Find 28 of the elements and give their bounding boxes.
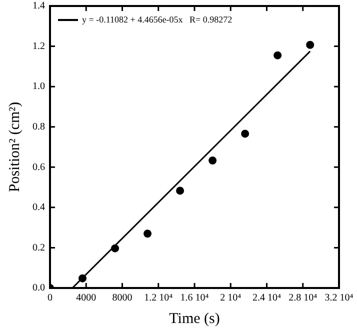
point	[78, 274, 87, 282]
y-tick-label: 1.2	[32, 40, 45, 52]
point	[208, 156, 217, 164]
x-axis-title: Time (s)	[169, 310, 220, 327]
y-tick-label: 0.6	[32, 162, 45, 173]
x-tick-label: 0	[48, 292, 52, 304]
legend-label: y = -0.11082 + 4.4656e-05x R= 0.98272	[82, 14, 232, 24]
y-tick-label: 1.0	[32, 81, 45, 92]
point	[241, 130, 250, 138]
y-tick-label: 0.8	[32, 121, 45, 132]
y-tick-label: 0.0	[32, 282, 45, 294]
x-tick-label: 1.6 10⁴	[180, 292, 210, 304]
x-tick-label: 8000	[112, 292, 132, 304]
x-tick-label: 4000	[76, 292, 96, 304]
point	[306, 40, 314, 49]
y-tick-label: 0.2	[32, 242, 45, 254]
point	[144, 230, 152, 238]
x-tick-label: 3.2 10⁴	[324, 292, 354, 304]
x-tick-label: 1.2 10⁴	[144, 292, 174, 304]
y-tick-label: 1.4	[32, 0, 45, 12]
x-tick-label: 2 10⁴	[220, 292, 242, 304]
y-axis-title: Position² (cm²)	[6, 102, 23, 192]
point	[176, 186, 184, 195]
x-tick-label: 2.4 10⁴	[252, 292, 282, 304]
y-tick-label: 0.4	[32, 202, 45, 214]
point	[111, 244, 120, 252]
point	[274, 51, 282, 60]
x-tick-label: 2.8 10⁴	[288, 292, 318, 304]
